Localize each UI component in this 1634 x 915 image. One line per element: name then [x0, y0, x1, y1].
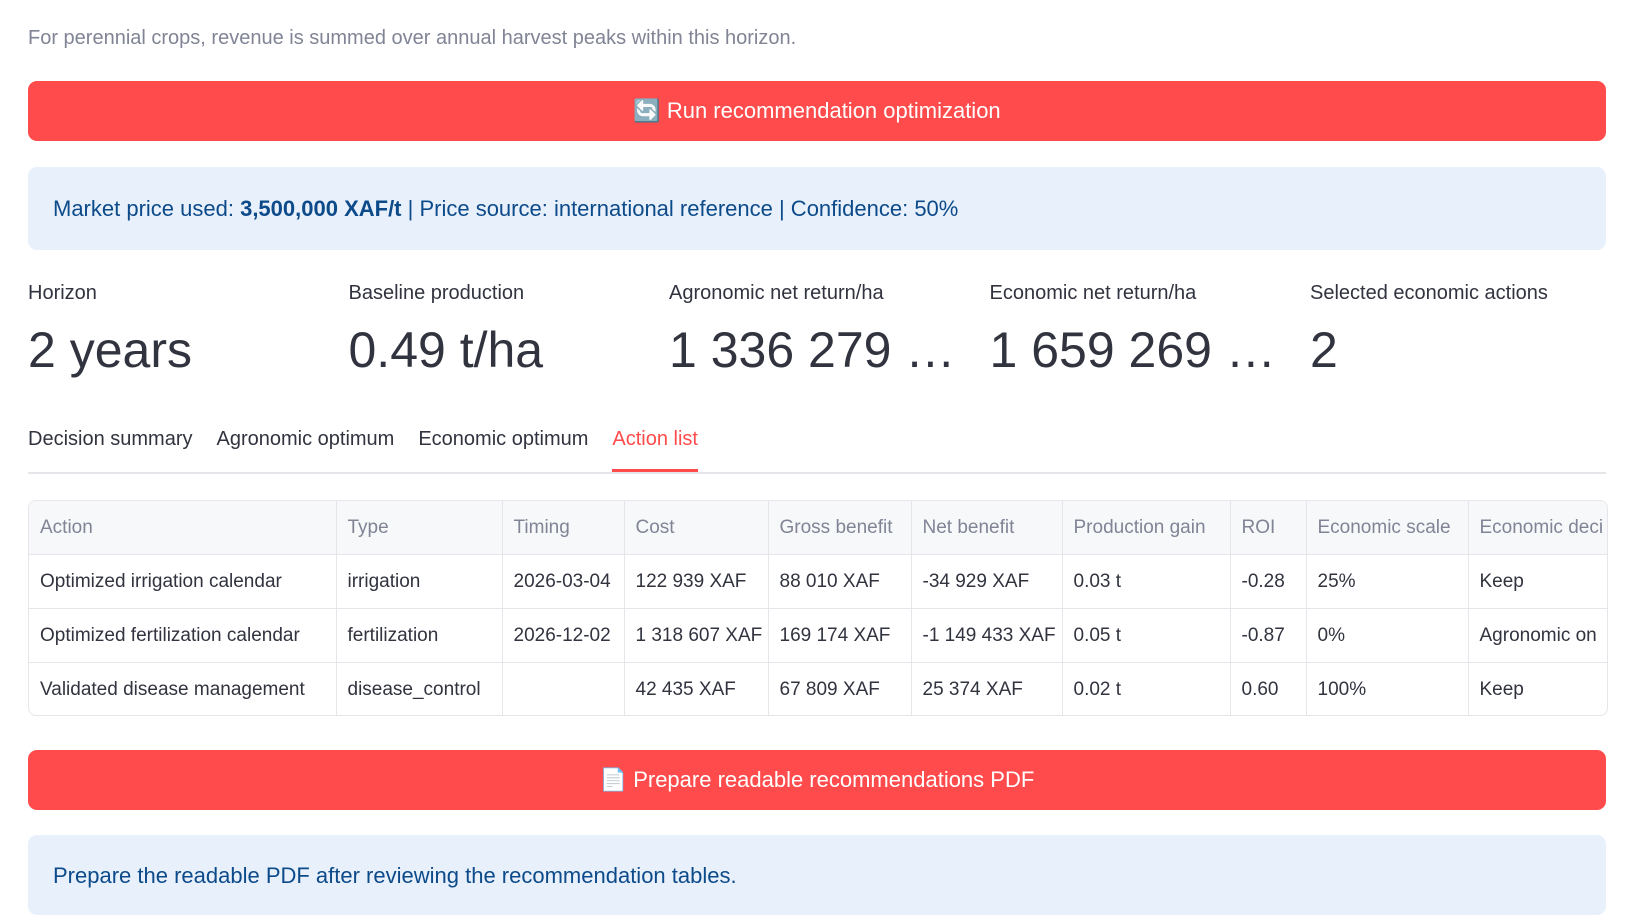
pdf-button[interactable]: 📄 Prepare readable recommendations PDF — [28, 750, 1606, 810]
metric-value: 1 659 269 … — [989, 322, 1276, 378]
table-cell: 25% — [1306, 554, 1469, 609]
table-cell: 100% — [1306, 662, 1469, 715]
table-cell: 88 010 XAF — [768, 554, 912, 609]
table-cell: 25 374 XAF — [911, 662, 1063, 715]
metric: Agronomic net return/ha 1 336 279 … — [669, 282, 955, 379]
metric: Horizon 2 years — [28, 282, 192, 379]
table-cell: 2026-03-04 — [502, 554, 625, 609]
tab[interactable]: Agronomic optimum — [216, 428, 395, 450]
metric-value: 0.49 t/ha — [348, 322, 544, 378]
table-row: Optimized irrigation calendar irrigation 2… — [29, 554, 1607, 609]
metric-label: Horizon — [28, 282, 97, 304]
table-cell: -0.87 — [1230, 608, 1307, 663]
table-cell: 0.60 — [1230, 662, 1307, 715]
table-cell: -34 929 XAF — [911, 554, 1063, 609]
column-header: Net benefit — [911, 501, 1063, 555]
metric-label: Economic net return/ha — [989, 282, 1197, 304]
column-header: Production gain — [1062, 501, 1231, 555]
header-row: Action Type Timing Cost Gross benefit Net ben… — [29, 501, 1607, 555]
metric: Selected economic actions 2 — [1310, 282, 1548, 379]
tab[interactable]: Decision summary — [28, 428, 193, 450]
metric: Economic net return/ha 1 659 269 … — [990, 282, 1276, 379]
table-cell: disease_control — [336, 662, 503, 715]
table-cell: 1 318 607 XAF — [624, 608, 769, 663]
table-cell: Agronomic on — [1468, 608, 1607, 663]
tab[interactable]: Action list — [612, 428, 698, 472]
table-cell: 2026-12-02 — [502, 608, 625, 663]
info-text: | Price source: international reference … — [401, 196, 959, 221]
table-cell: 0.05 t — [1062, 608, 1231, 663]
table-cell: 42 435 XAF — [624, 662, 769, 715]
table-row: Validated disease management disease_cont… — [29, 662, 1607, 715]
table-cell: -1 149 433 XAF — [911, 608, 1063, 663]
info-text: Market price used: — [53, 196, 241, 221]
table-cell: Optimized irrigation calendar — [29, 554, 337, 609]
column-header: ROI — [1230, 501, 1307, 555]
table-cell: fertilization — [336, 608, 503, 663]
column-header: Gross benefit — [768, 501, 912, 555]
page: For perennial crops, revenue is summed o… — [28, 27, 1608, 915]
metric: Baseline production 0.49 t/ha — [349, 282, 544, 379]
run-button[interactable]: 🔄 Run recommendation optimization — [28, 81, 1606, 141]
column-header: Economic scale — [1306, 501, 1469, 555]
table-cell: 169 174 XAF — [768, 608, 912, 663]
info-price: 3,500,000 XAF/t — [240, 196, 402, 221]
price-info: Market price used: 3,500,000 XAF/t | Pri… — [28, 167, 1606, 250]
table-cell: 0.02 t — [1062, 662, 1231, 715]
table-cell: -0.28 — [1230, 554, 1307, 609]
action-table: Action Type Timing Cost Gross benefit Net ben… — [29, 501, 1607, 715]
table: Action Type Timing Cost Gross benefit Net ben… — [28, 500, 1608, 716]
column-header: Timing — [502, 501, 625, 555]
table-cell: 0% — [1306, 608, 1469, 663]
tab[interactable]: Economic optimum — [418, 428, 589, 450]
metric-label: Selected economic actions — [1310, 282, 1548, 304]
caption: For perennial crops, revenue is summed o… — [28, 27, 797, 49]
metric-label: Agronomic net return/ha — [669, 282, 884, 304]
table-cell: Optimized fertilization calendar — [29, 608, 337, 663]
column-header: Cost — [624, 501, 769, 555]
table-cell: irrigation — [336, 554, 503, 609]
metric-value: 2 — [1310, 322, 1338, 378]
table-cell — [502, 662, 625, 715]
table-cell: Keep — [1468, 554, 1607, 609]
column-header: Type — [336, 501, 503, 555]
tabs: Decision summary Agronomic optimum Economi… — [28, 428, 1606, 474]
table-row: Optimized fertilization calendar fertiliz… — [29, 608, 1607, 663]
column-header: Economic deci — [1468, 501, 1607, 555]
column-header: Action — [29, 501, 337, 555]
table-cell: Validated disease management — [29, 662, 337, 715]
table-cell: 67 809 XAF — [768, 662, 912, 715]
table-cell: 0.03 t — [1062, 554, 1231, 609]
table-cell: 122 939 XAF — [624, 554, 769, 609]
metric-label: Baseline production — [348, 282, 525, 304]
metric-value: 1 336 279 … — [669, 322, 956, 378]
pdf-info: Prepare the readable PDF after reviewing… — [28, 835, 1606, 915]
info-text: Prepare the readable PDF after reviewing… — [53, 863, 737, 888]
metric-value: 2 years — [28, 322, 192, 378]
table-cell: Keep — [1468, 662, 1607, 715]
